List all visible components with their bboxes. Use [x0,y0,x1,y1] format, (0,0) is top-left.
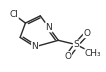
Text: S: S [73,40,79,49]
Text: CH₃: CH₃ [85,49,102,58]
Text: O: O [83,29,90,38]
Text: O: O [64,52,71,61]
Text: Cl: Cl [9,10,18,19]
Text: N: N [45,23,52,32]
Text: N: N [32,42,38,51]
